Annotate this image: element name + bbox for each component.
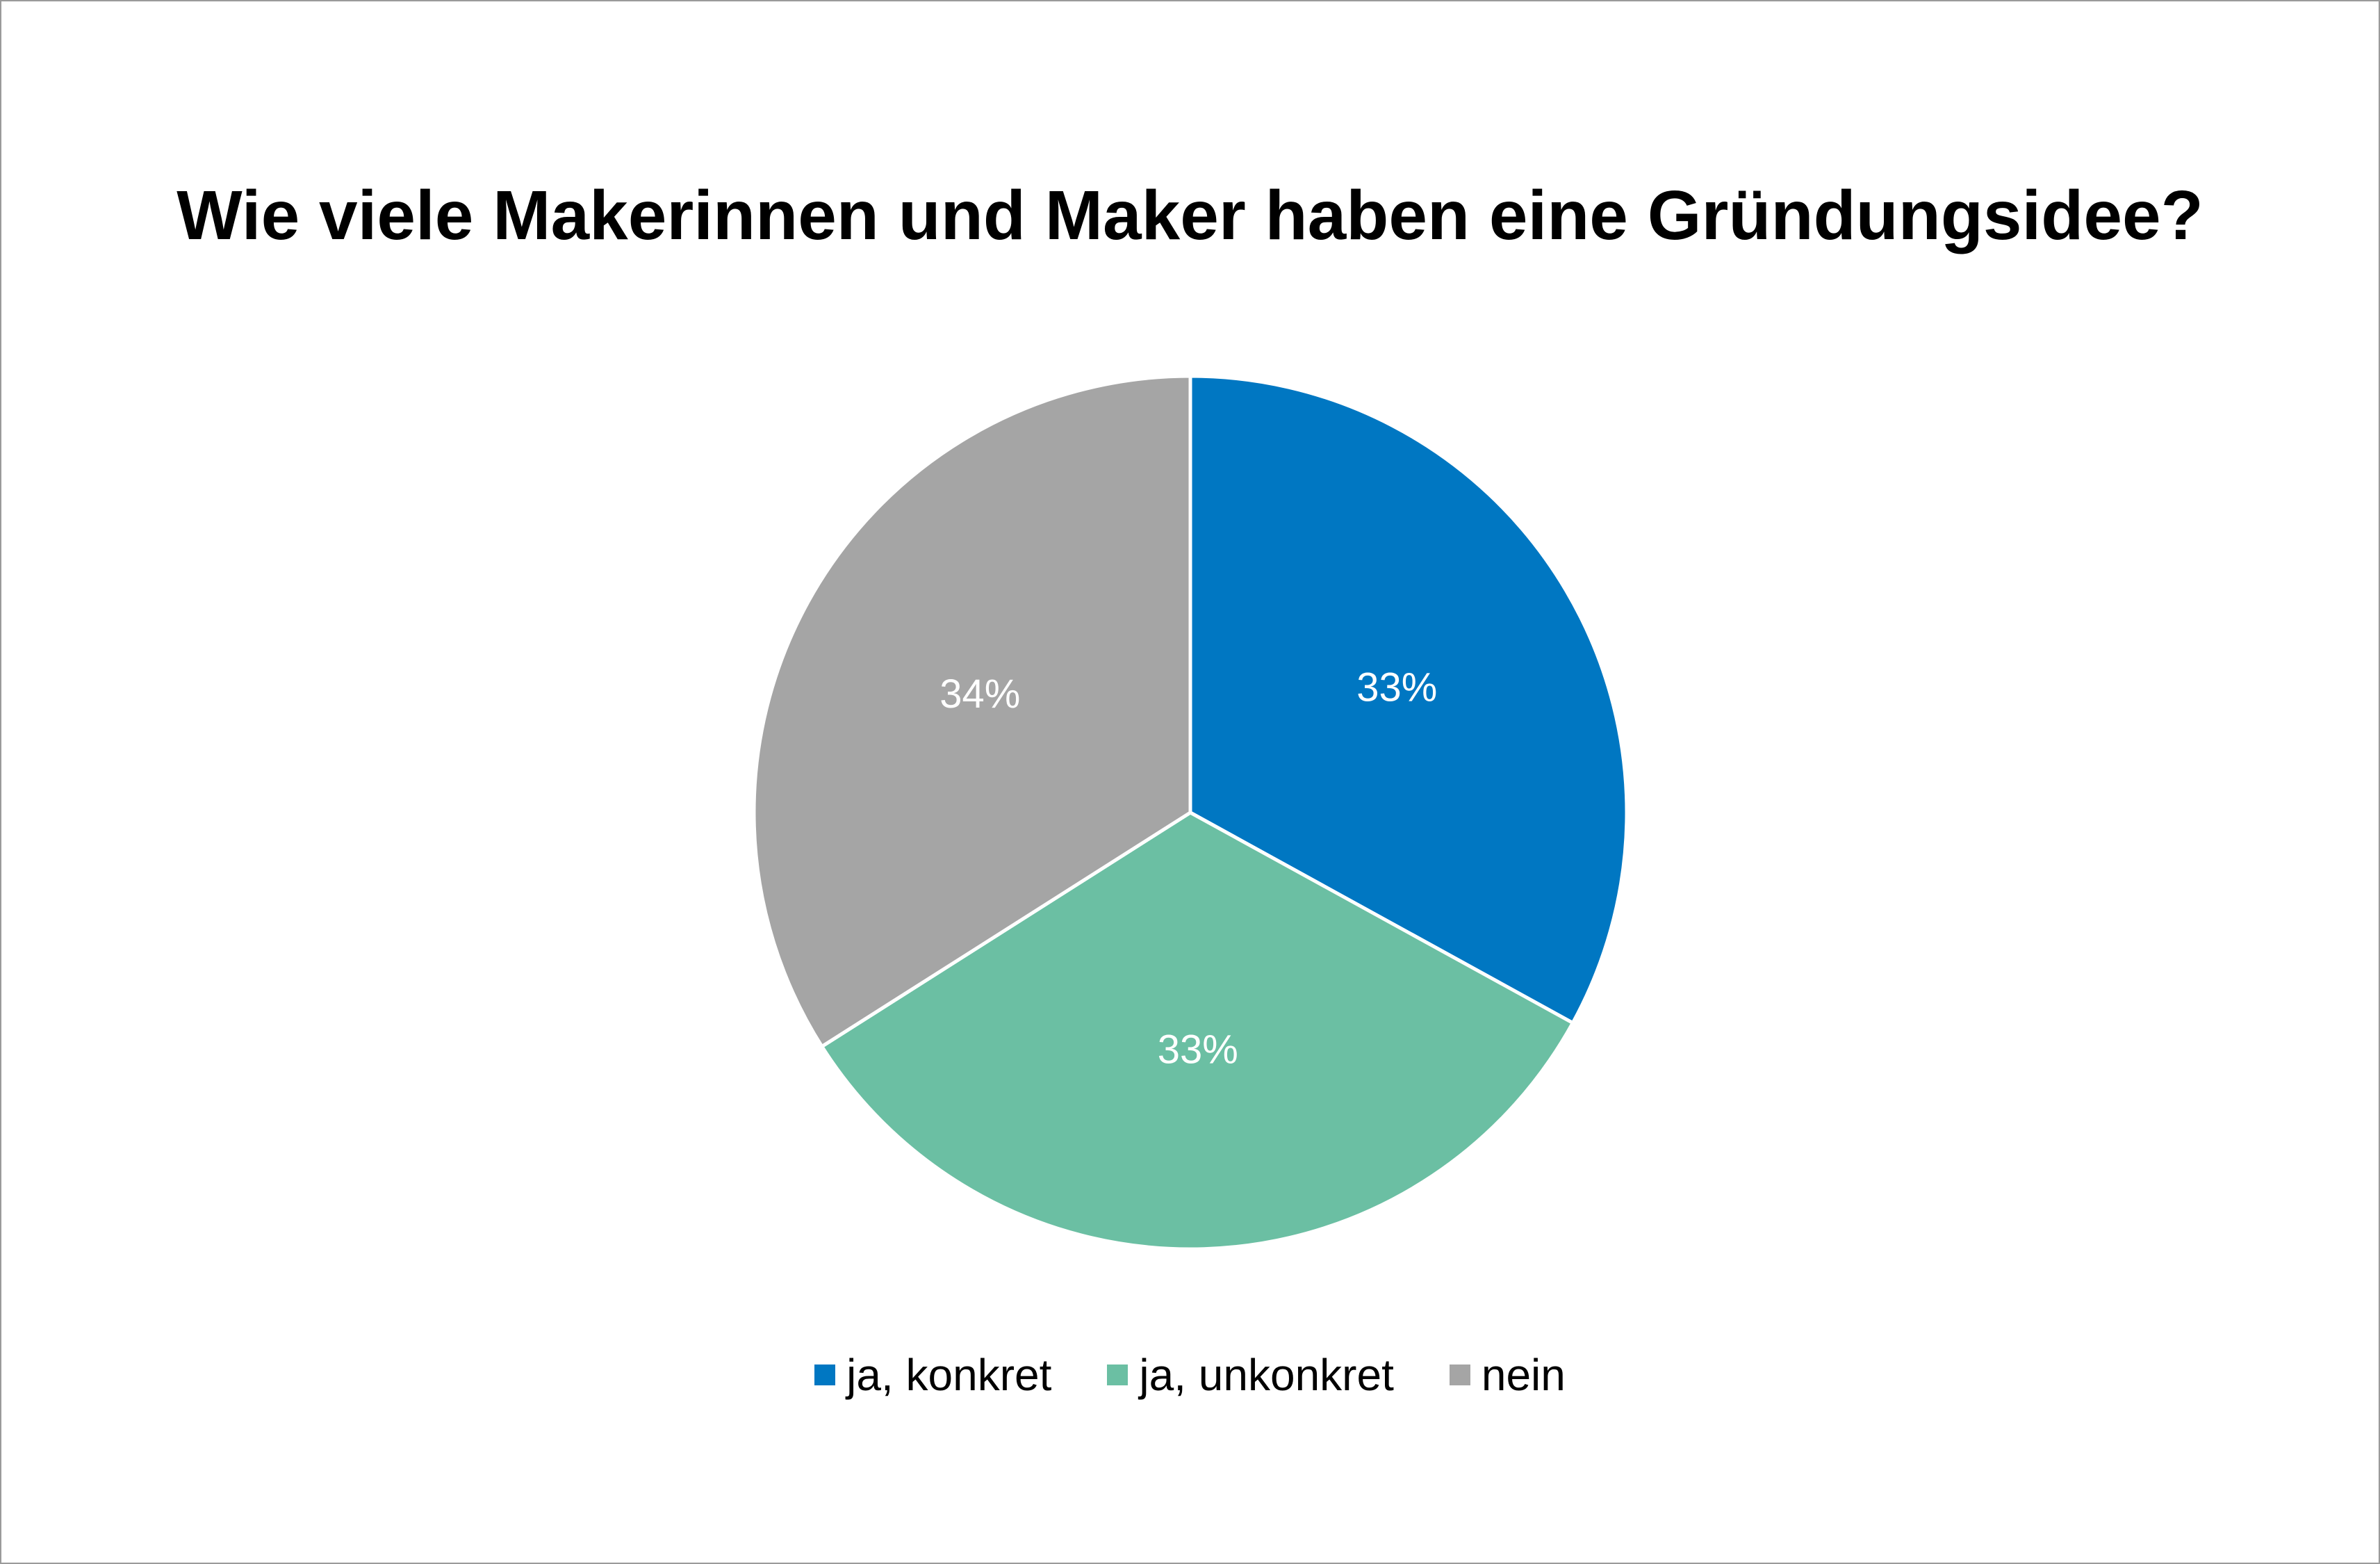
legend-item-ja-unkonkret: ja, unkonkret	[1107, 1350, 1394, 1400]
pie-slice-ja-unkonkret	[820, 810, 1575, 1251]
data-label-nein: 34%	[939, 671, 1020, 717]
legend-swatch-ja-konkret	[814, 1365, 836, 1385]
legend-swatch-nein	[1449, 1365, 1470, 1385]
legend-swatch-ja-unkonkret	[1107, 1365, 1129, 1385]
chart-title: Wie viele Makerinnen und Maker haben ein…	[177, 177, 2203, 254]
legend-item-nein: nein	[1449, 1350, 1566, 1400]
pie-slice-nein	[752, 374, 1192, 1048]
legend-item-ja-konkret: ja, konkret	[814, 1353, 1051, 1397]
legend-label-ja-unkonkret: ja, unkonkret	[1139, 1350, 1394, 1400]
data-label-ja-konkret: 33%	[1356, 665, 1437, 710]
legend: ja, konkret ja, unkonkret nein	[1, 1353, 2379, 1397]
pie-slice-ja-konkret	[1188, 374, 1629, 1025]
legend-label-nein: nein	[1481, 1350, 1566, 1400]
data-label-ja-unkonkret: 33%	[1158, 1027, 1238, 1073]
legend-label-ja-konkret: ja, konkret	[846, 1350, 1052, 1400]
